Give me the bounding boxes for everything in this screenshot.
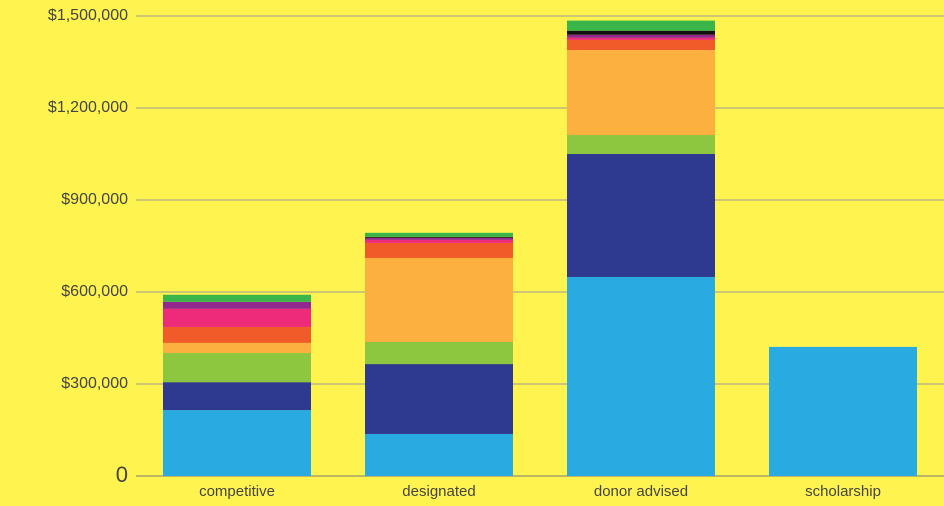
bar-segment [365, 236, 513, 238]
bar-segment [365, 239, 513, 243]
bar-segment [567, 30, 715, 35]
y-tick-label: $1,500,000 [48, 7, 128, 24]
bar-segment [163, 342, 311, 354]
y-tick-label: 0 [116, 462, 128, 487]
bar-segment [567, 154, 715, 277]
bar-segment [567, 39, 715, 51]
bar-segment [163, 294, 311, 302]
x-tick-label: scholarship [805, 483, 881, 500]
y-tick-label: $1,200,000 [48, 99, 128, 116]
y-tick-label: $900,000 [61, 191, 128, 208]
bar-segment [163, 382, 311, 411]
bar-segment [567, 37, 715, 40]
bar-segment [365, 232, 513, 237]
bar-segment [567, 20, 715, 31]
bar-segment [365, 341, 513, 365]
x-tick-label: donor advised [594, 483, 688, 500]
y-tick-label: $300,000 [61, 375, 128, 392]
bar-segment [365, 257, 513, 342]
bar-segment [163, 301, 311, 309]
bar-segment [365, 364, 513, 434]
bar-segment [567, 276, 715, 476]
bar-segment [163, 326, 311, 343]
x-tick-label: competitive [199, 483, 275, 500]
bar-segment [769, 346, 917, 476]
y-tick-label: $600,000 [61, 283, 128, 300]
bar-segment [567, 34, 715, 38]
bar-segment [365, 237, 513, 240]
bar-segment [365, 242, 513, 258]
bar-segment [163, 410, 311, 476]
bar-segment [365, 433, 513, 476]
x-tick-label: designated [402, 483, 475, 500]
bar-segment [567, 50, 715, 135]
bar-segment [567, 134, 715, 154]
bar-segment [163, 308, 311, 327]
bar-segment [163, 353, 311, 383]
